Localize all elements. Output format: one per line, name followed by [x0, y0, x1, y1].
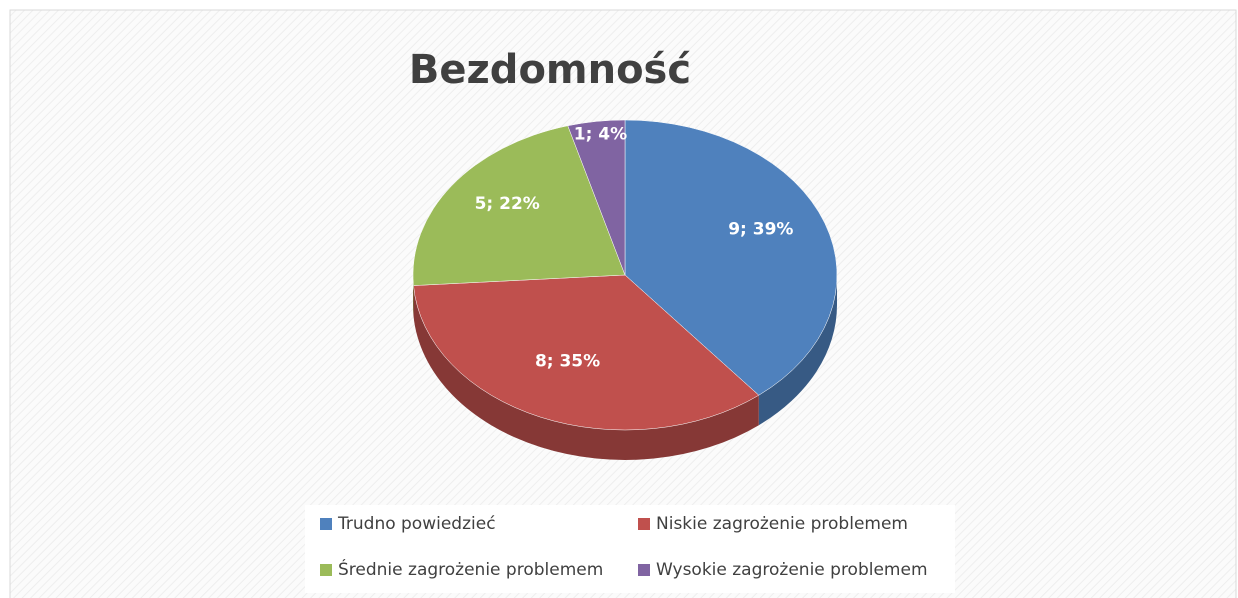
data-label: 1; 4%	[574, 124, 627, 144]
data-label: 9; 39%	[728, 220, 793, 240]
legend: Trudno powiedzieć Niskie zagrożenie probl…	[320, 514, 928, 580]
legend-swatch	[320, 564, 332, 576]
chart-title: Bezdomność	[409, 47, 691, 93]
pie-slice	[567, 119, 626, 276]
legend-label: Średnie zagrożenie problemem	[338, 558, 603, 580]
pie-top	[412, 119, 838, 431]
pie-labels: 9; 39% 8; 35% 5; 22% 1; 4%	[475, 124, 794, 371]
legend-label: Wysokie zagrożenie problemem	[656, 560, 928, 580]
data-label: 5; 22%	[475, 194, 540, 214]
pie-slice	[413, 274, 760, 431]
pie-slice	[412, 125, 626, 286]
pie-side	[758, 275, 837, 426]
legend-swatch	[320, 518, 332, 530]
legend-swatch	[638, 518, 650, 530]
pie-side	[413, 285, 759, 461]
legend-swatch	[638, 564, 650, 576]
legend-label: Niskie zagrożenie problemem	[656, 514, 908, 534]
legend-box	[305, 505, 955, 593]
data-label: 8; 35%	[535, 352, 600, 372]
pie-slice	[624, 119, 838, 396]
legend-label: Trudno powiedzieć	[337, 514, 496, 534]
